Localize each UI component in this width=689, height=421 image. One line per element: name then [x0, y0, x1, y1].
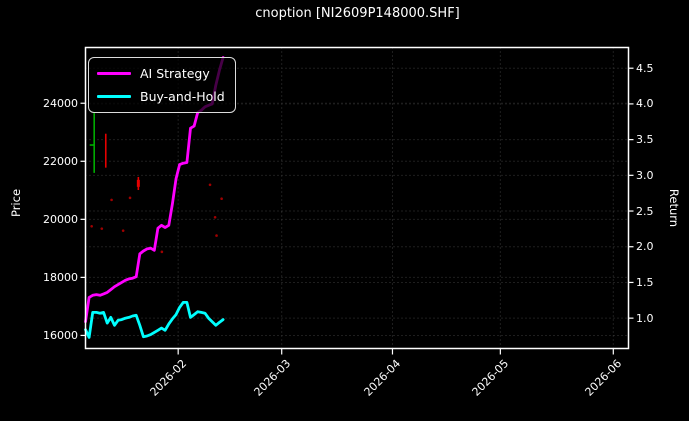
signal-dot: [215, 234, 218, 237]
legend-item-buy-and-hold: Buy-and-Hold: [97, 85, 225, 108]
buy-and-hold-line: [84, 300, 225, 339]
legend-label-buy-and-hold: Buy-and-Hold: [140, 89, 225, 104]
signal-dot: [128, 196, 132, 200]
legend: AI Strategy Buy-and-Hold: [88, 57, 236, 113]
legend-label-ai-strategy: AI Strategy: [140, 66, 210, 81]
price-tick-label: 20000: [43, 212, 78, 226]
signal-dot: [110, 198, 113, 202]
signal-dot: [213, 216, 217, 219]
signal-dot: [220, 197, 223, 201]
plot-border: [84, 46, 630, 350]
signal-dot: [100, 227, 104, 230]
return-tick-label: 4.5: [636, 61, 654, 75]
signal-dot: [121, 229, 125, 232]
legend-item-ai-strategy: AI Strategy: [97, 62, 225, 85]
price-tick-label: 24000: [43, 96, 78, 110]
return-tick-label: 4.0: [636, 97, 654, 111]
signal-dot: [90, 225, 93, 228]
return-tick-label: 3.5: [636, 133, 654, 147]
price-tick-label: 16000: [43, 328, 78, 342]
price-tick-label: 22000: [43, 154, 78, 168]
ai-strategy-line-swatch: [97, 71, 131, 76]
signal-dot: [160, 250, 164, 254]
buy-and-hold-line-swatch: [97, 94, 131, 99]
signal-dot: [208, 183, 212, 187]
return-tick-label: 1.0: [636, 311, 654, 325]
return-tick-label: 2.0: [636, 240, 654, 254]
price-tick-label: 18000: [43, 270, 78, 284]
chart-title: cnoption [NI2609P148000.SHF]: [255, 6, 460, 21]
return-tick-label: 3.0: [636, 168, 654, 182]
return-tick-label: 2.5: [636, 204, 654, 218]
return-tick-label: 1.5: [636, 275, 654, 289]
